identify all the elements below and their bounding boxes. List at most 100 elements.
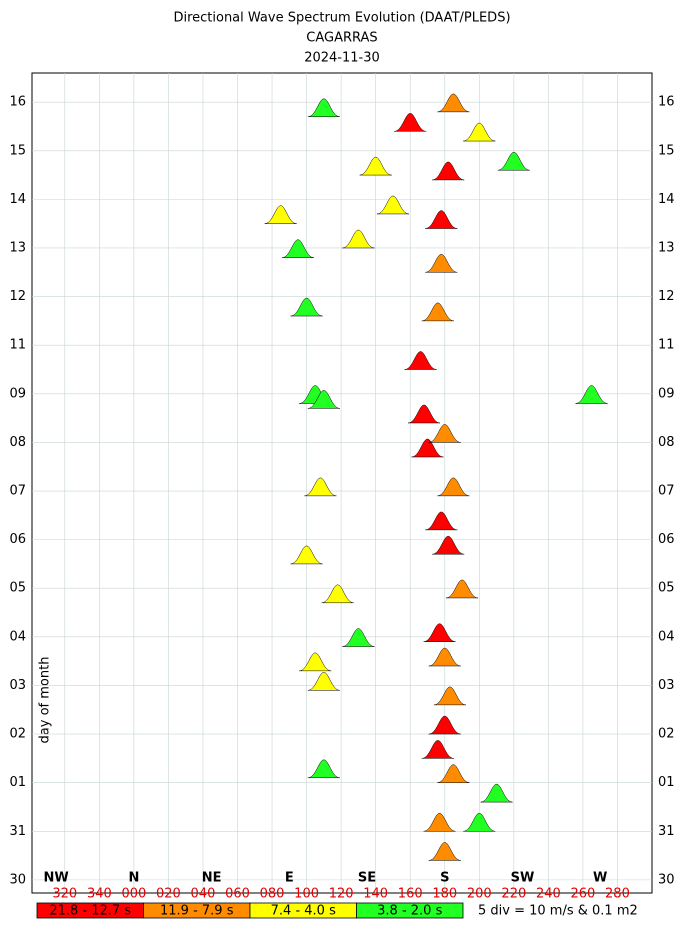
spectrum-peak [425,511,458,531]
compass-label: NW [44,871,69,886]
y-tick-label-right: 07 [658,484,675,499]
spectrum-peak [428,424,461,443]
spectrum-peak [463,122,496,142]
x-tick-label: 180 [432,887,457,902]
y-tick-label: 30 [9,872,26,887]
spectrum-peak [423,813,456,832]
spectrum-peak [307,98,340,117]
spectrum-peak [425,254,458,273]
y-tick-label: 08 [9,435,26,450]
y-tick-label-right: 01 [658,775,675,790]
y-tick-label: 02 [9,727,26,742]
y-tick-label-right: 06 [658,532,675,547]
x-tick-label: 160 [398,887,423,902]
legend-label: 11.9 - 7.9 s [160,904,234,919]
spectrum-peak [428,647,461,667]
y-tick-label-right: 09 [658,386,675,401]
x-tick-label: 280 [605,887,630,902]
chart-date: 2024-11-30 [304,51,380,66]
x-tick-label: 240 [536,887,561,902]
spectrum-peak [480,783,513,803]
compass-label: S [440,871,449,886]
x-tick-label: 080 [260,887,285,902]
legend-label: 3.8 - 2.0 s [377,904,442,919]
y-tick-label-right: 05 [658,581,675,596]
spectrum-peak [304,477,337,497]
y-tick-label: 14 [9,192,26,207]
x-tick-label: 120 [329,887,354,902]
spectrum-peak [437,764,470,783]
spectrum-peak [423,623,456,642]
x-tick-label: 040 [191,887,216,902]
y-tick-label: 01 [9,775,26,790]
y-tick-label: 04 [9,629,26,644]
spectrum-peak [342,229,375,249]
legend-label: 21.8 - 12.7 s [49,904,131,919]
legend-label: 7.4 - 4.0 s [271,904,336,919]
spectrum-peak [437,93,470,113]
spectrum-peak [376,195,409,215]
y-tick-label: 03 [9,678,26,693]
spectrum-peak [290,297,323,317]
y-tick-label-right: 04 [658,629,675,644]
y-tick-label-right: 12 [658,289,675,304]
y-tick-label: 11 [9,338,26,353]
y-tick-label: 09 [9,386,26,401]
spectrum-peak [497,151,530,171]
spectrum-peak [432,535,465,555]
chart-subtitle: CAGARRAS [306,31,377,46]
y-tick-label: 05 [9,581,26,596]
y-tick-label: 06 [9,532,26,547]
y-tick-label-right: 16 [658,95,675,110]
x-tick-label: 220 [501,887,526,902]
spectrum-peak [307,759,340,779]
x-tick-label: 260 [571,887,596,902]
y-axis-label: day of month [38,657,53,744]
x-tick-label: 200 [467,887,492,902]
compass-label: N [128,871,139,886]
spectrum-peak [433,686,466,706]
spectrum-peak [342,628,375,647]
compass-label: SE [358,871,376,886]
y-tick-label-right: 31 [658,824,675,839]
spectrum-peak [575,385,608,404]
y-tick-label: 16 [9,95,26,110]
spectrum-peak [421,302,454,322]
note: 5 div = 10 m/s & 0.1 m2 [478,904,638,919]
x-tick-label: 320 [52,887,77,902]
spectrum-peak [421,740,454,759]
plot-frame [31,72,653,894]
spectrum-peak [411,438,444,458]
spectrum-peak [425,210,458,229]
y-tick-label-right: 02 [658,727,675,742]
x-tick-label: 340 [87,887,112,902]
y-tick-label-right: 14 [658,192,675,207]
x-tick-label: 020 [156,887,181,902]
compass-label: E [285,871,294,886]
spectrum-peak [445,579,479,599]
x-tick-label: 100 [294,887,319,902]
x-tick-label: 140 [363,887,388,902]
y-tick-label-right: 11 [658,338,675,353]
x-tick-label: 060 [225,887,250,902]
spectrum-peak [359,156,392,176]
spectrum-peak [428,715,461,735]
spectrum-peak [463,813,496,832]
spectrum-peak [307,672,340,691]
chart-title: Directional Wave Spectrum Evolution (DAA… [173,11,510,26]
y-tick-label: 13 [9,240,26,255]
spectrum-peak [299,652,332,672]
y-tick-label-right: 15 [658,143,675,158]
spectrum-peak [264,205,297,224]
spectrum-peak [404,351,437,370]
spectrum-peak [407,404,441,424]
y-tick-label: 07 [9,484,26,499]
y-tick-label-right: 13 [658,240,675,255]
y-tick-label: 31 [9,824,26,839]
spectrum-peak [394,113,427,132]
y-tick-label-right: 03 [658,678,675,693]
spectrum-peak [290,545,323,565]
spectrum-peak [428,842,461,861]
y-tick-label-right: 30 [658,872,675,887]
